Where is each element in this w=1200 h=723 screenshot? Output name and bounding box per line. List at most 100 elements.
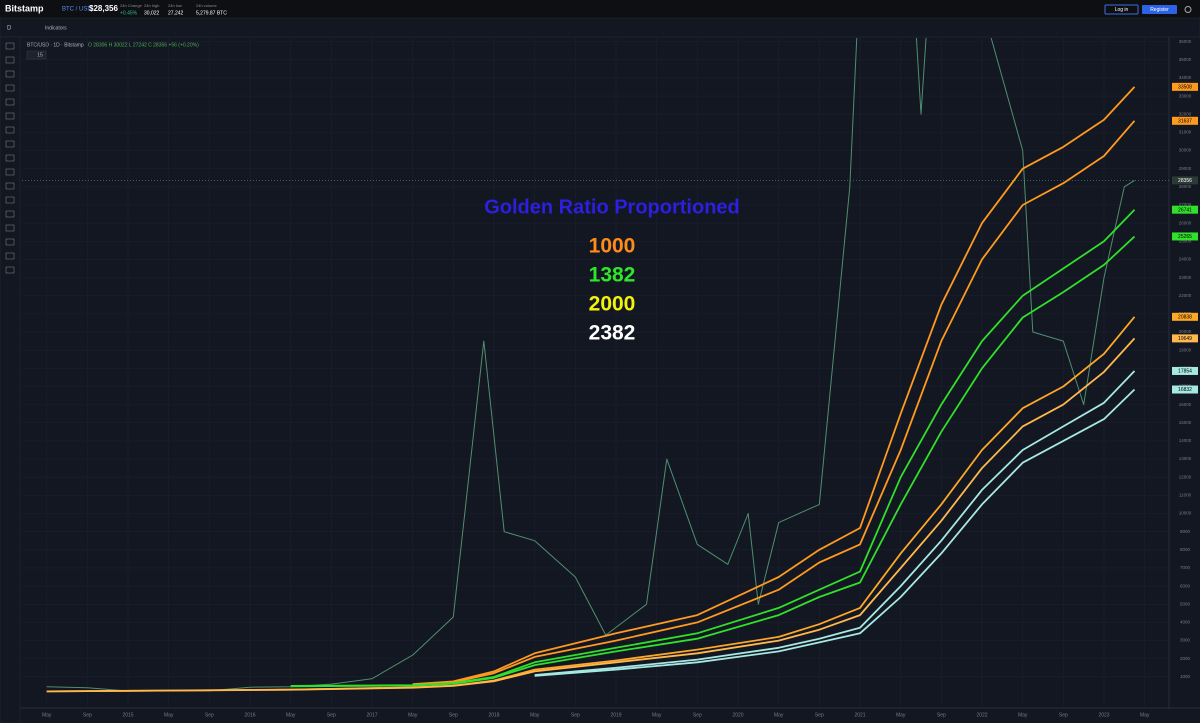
plot [46, 38, 1136, 693]
tool-icon[interactable] [5, 112, 15, 120]
y-tick-label: 13000 [1179, 456, 1192, 461]
stat-value: 5,279.87 BTC [196, 10, 227, 16]
y-tick-label: 30000 [1179, 148, 1192, 153]
brand: Bitstamp [5, 3, 44, 13]
price-tag [1172, 116, 1198, 125]
y-tick-label: 8000 [1180, 547, 1191, 552]
y-tick-label: 16000 [1179, 402, 1192, 407]
price-tag-label: 17854 [1178, 369, 1192, 375]
y-tick-label: 11000 [1179, 493, 1192, 498]
tool-icon[interactable] [5, 154, 15, 162]
x-tick-label: May [530, 712, 540, 718]
y-tick-label: 9000 [1180, 529, 1191, 534]
indicators[interactable]: Indicators [45, 25, 67, 31]
price-line [46, 38, 1135, 692]
x-tick-label: 2016 [244, 712, 255, 718]
ma-line [412, 120, 1136, 686]
price-tag [1172, 334, 1198, 343]
tool-icon[interactable] [5, 238, 15, 246]
tool-icon[interactable] [5, 126, 15, 134]
x-tick-label: Sep [327, 712, 336, 718]
x-tick-label: Sep [83, 712, 92, 718]
tool-icon[interactable] [5, 252, 15, 260]
y-tick-label: 28000 [1179, 184, 1192, 189]
ma-line [290, 235, 1136, 688]
x-tick-label: May [652, 712, 662, 718]
y-tick-label: 35000 [1179, 57, 1192, 62]
price-tag-label: 31637 [1178, 118, 1192, 124]
price-tag-label: 33508 [1178, 84, 1192, 90]
x-tick-label: Sep [205, 712, 214, 718]
y-tick-label: 4000 [1180, 620, 1191, 625]
y-tick-label: 29000 [1179, 166, 1192, 171]
tool-icon[interactable] [5, 84, 15, 92]
tool-icon[interactable] [5, 196, 15, 204]
stat-label: 24h Change [120, 3, 143, 8]
stat-label: 24h volume [196, 3, 217, 8]
x-tick-label: 2015 [122, 712, 133, 718]
badge-label[interactable]: 15 [37, 52, 43, 58]
toolbar [0, 17, 1200, 38]
tool-icon[interactable] [5, 56, 15, 64]
x-tick-label: Sep [1059, 712, 1068, 718]
tool-icon[interactable] [5, 70, 15, 78]
y-tick-label: 23000 [1179, 275, 1192, 280]
x-tick-label: 2017 [366, 712, 377, 718]
login-button[interactable] [1104, 4, 1139, 15]
tool-icon[interactable] [5, 42, 15, 50]
y-tick-label: 32000 [1179, 111, 1192, 116]
price-tag-label: 20838 [1178, 314, 1192, 320]
register-label[interactable]: Register [1150, 7, 1169, 13]
left-toolbar [0, 36, 21, 723]
y-tick-label: 3000 [1180, 638, 1191, 643]
y-tick-label: 1000 [1180, 674, 1191, 679]
tool-icon[interactable] [5, 266, 15, 274]
last-price: $28,356 [89, 4, 118, 13]
tool-icon[interactable] [5, 224, 15, 232]
annotation: 1382 [589, 264, 636, 287]
tool-icon[interactable] [5, 140, 15, 148]
ma-line [46, 337, 1136, 693]
y-tick-label: 33000 [1179, 93, 1192, 98]
tool-icon[interactable] [5, 98, 15, 106]
interval[interactable]: D [7, 26, 12, 32]
stat-label: 24h high [144, 3, 159, 8]
ma-line [534, 388, 1136, 677]
y-tick-label: 36000 [1179, 39, 1192, 44]
y-tick-label: 5000 [1180, 601, 1191, 606]
settings-icon[interactable] [1184, 6, 1192, 13]
y-tick-label: 22000 [1179, 293, 1192, 298]
x-tick-label: Sep [571, 712, 580, 718]
price-tag-label: 26741 [1178, 207, 1192, 213]
price-tag-label: 25265 [1178, 234, 1192, 240]
x-tick-label: Sep [937, 712, 946, 718]
tool-icon[interactable] [5, 182, 15, 190]
annotation: 2382 [589, 322, 636, 345]
x-tick-label: May [42, 712, 52, 718]
tool-icon[interactable] [5, 168, 15, 176]
annotation: Golden Ratio Proportioned [484, 196, 740, 218]
y-tick-label: 6000 [1180, 583, 1191, 588]
login-label[interactable]: Log in [1115, 7, 1129, 13]
y-tick-label: 24000 [1179, 257, 1192, 262]
x-tick-label: 2023 [1098, 712, 1109, 718]
y-tick-label: 25000 [1179, 238, 1192, 243]
ma-line [412, 86, 1136, 685]
annotation: 2000 [589, 293, 636, 316]
tool-icon[interactable] [5, 210, 15, 218]
legend-ohlc: O 28306 H 30022 L 27242 C 28356 +56 (+0.… [88, 42, 199, 48]
x-tick-label: May [896, 712, 906, 718]
ma-line [534, 370, 1136, 676]
y-tick-label: 10000 [1179, 511, 1192, 516]
price-tag [1172, 366, 1198, 375]
x-tick-label: May [774, 712, 784, 718]
y-tick-label: 20000 [1179, 329, 1192, 334]
x-tick-label: 2020 [732, 712, 743, 718]
register-button[interactable] [1142, 5, 1177, 14]
badge[interactable] [26, 50, 47, 60]
pair-selector[interactable]: BTC / USD [62, 7, 92, 13]
x-tick-label: Sep [449, 712, 458, 718]
y-tick-label: 15000 [1179, 420, 1192, 425]
price-tag-label: 28356 [1178, 178, 1192, 184]
